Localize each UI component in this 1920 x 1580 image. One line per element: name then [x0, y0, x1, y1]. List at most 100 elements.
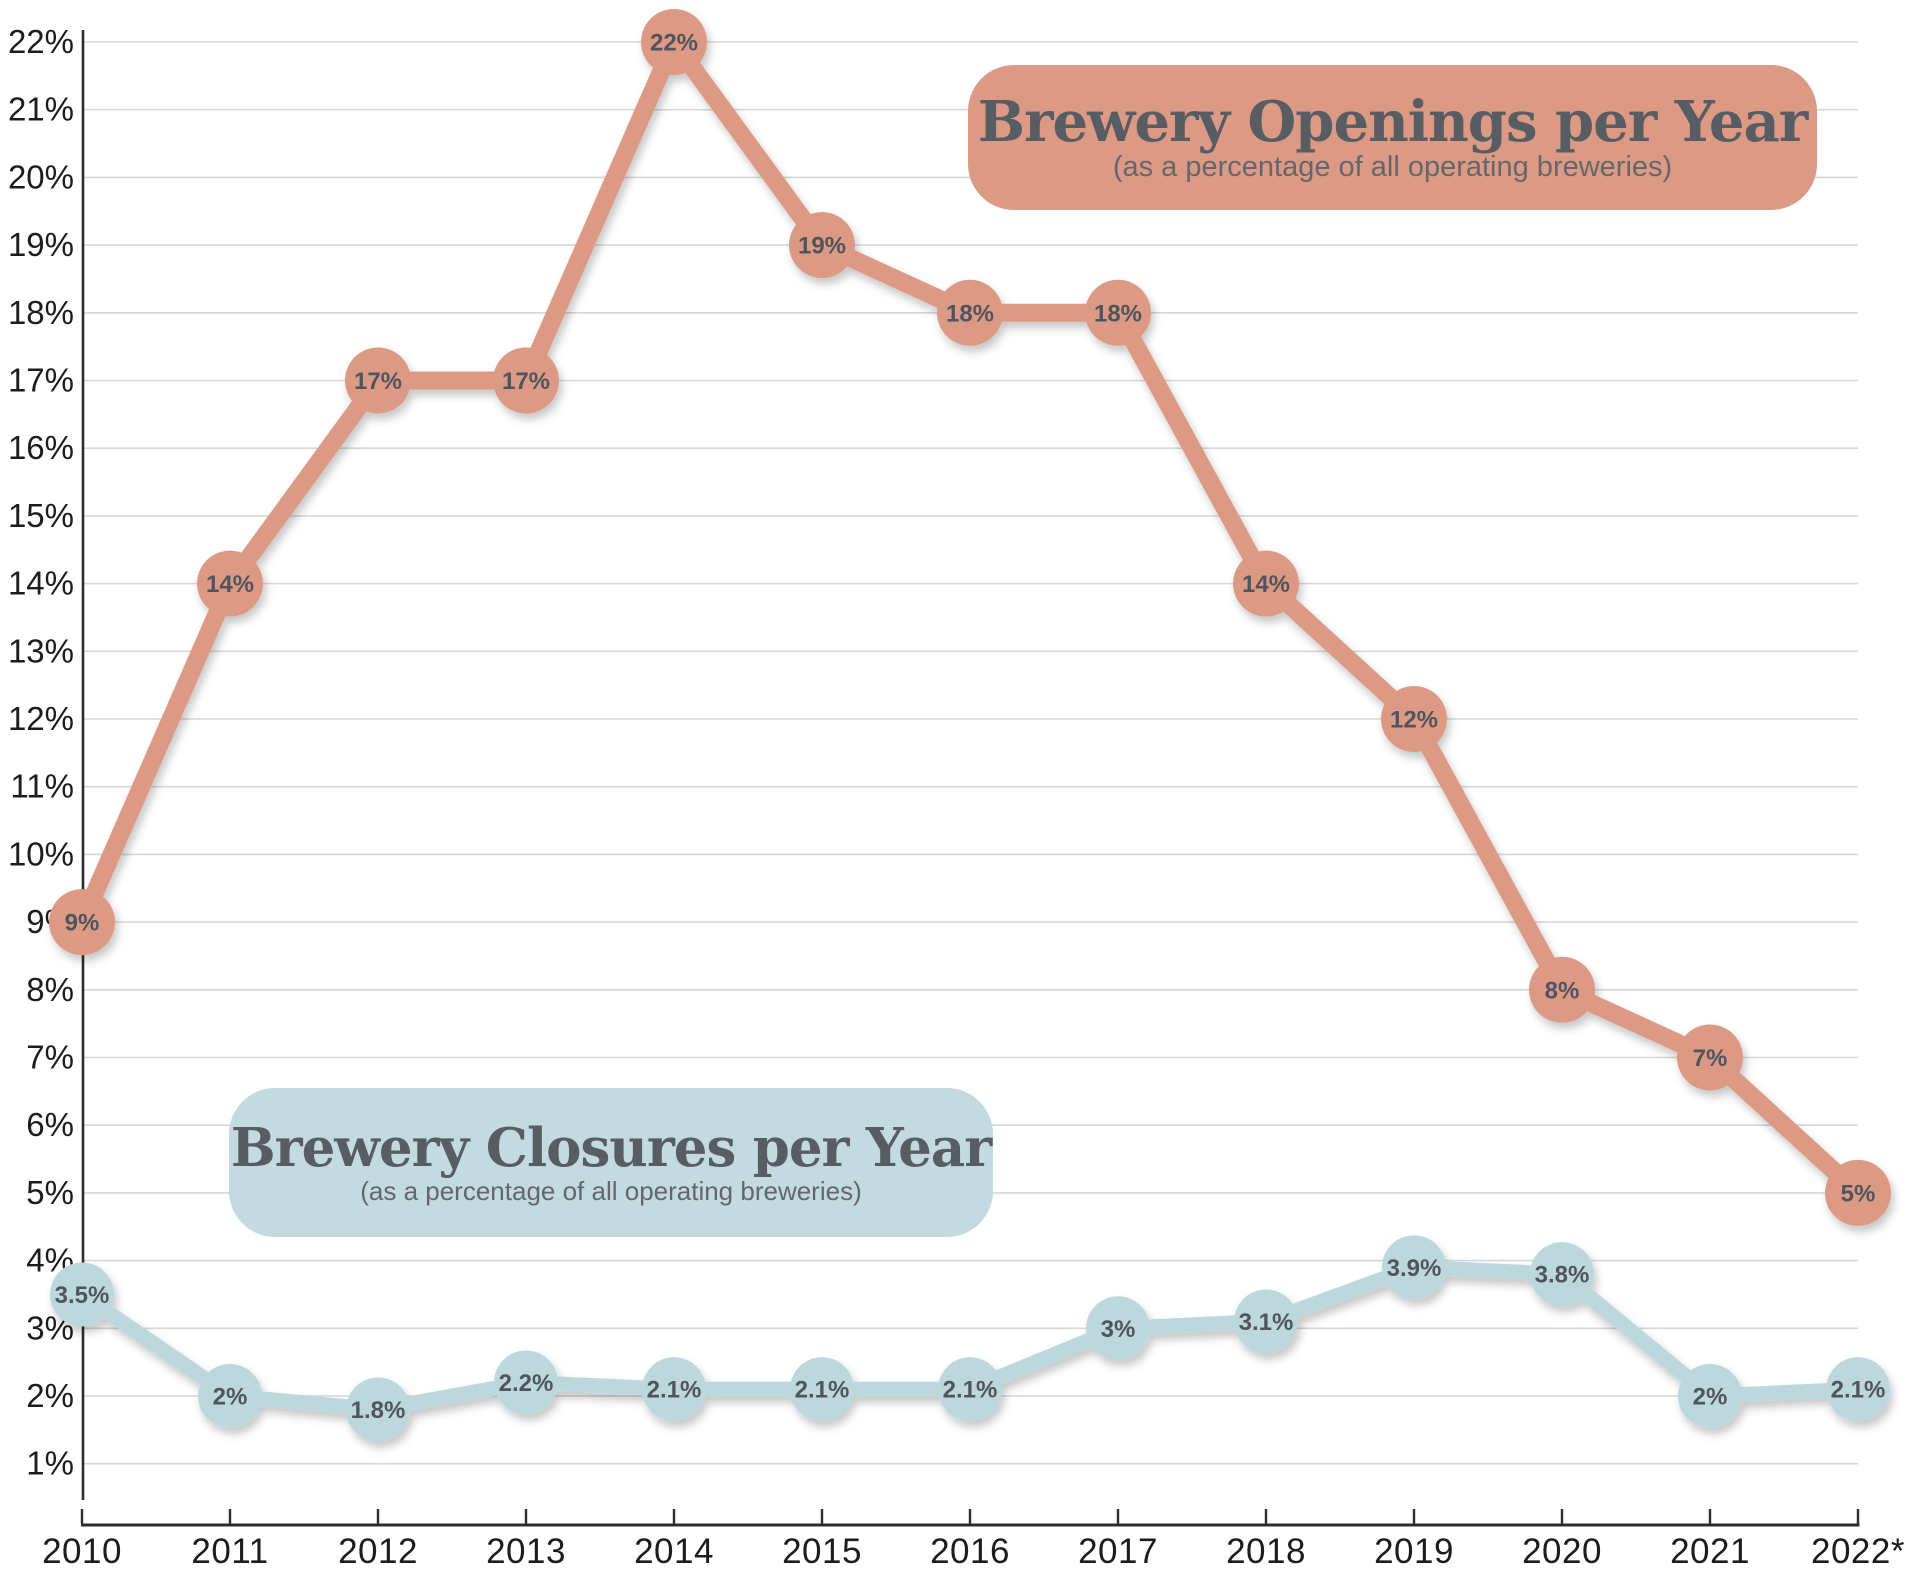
closures-point-label: 2.1% [647, 1377, 702, 1404]
closures-point-label: 2% [213, 1384, 248, 1411]
openings-point [789, 212, 855, 279]
closures-point-label: 3.1% [1239, 1309, 1294, 1336]
openings-point [1233, 550, 1299, 617]
x-tick-label: 2018 [1226, 1532, 1306, 1571]
openings-point [1085, 279, 1151, 346]
y-tick-label: 13% [8, 632, 74, 669]
closures-point-label: 3% [1101, 1316, 1136, 1343]
data-point-labels: 9% 14% 17% 17% 22% 19% 18% 18% 14% 12% 8% 7% 5% 3.5% 2… [55, 30, 1886, 1425]
x-tick-label: 2014 [634, 1532, 714, 1571]
openings-point-label: 9% [65, 910, 100, 937]
closures-point [1382, 1235, 1446, 1300]
gridlines [83, 41, 1858, 1465]
openings-point-label: 18% [1094, 300, 1142, 327]
closures-legend-title: Brewery Closures per Year [230, 1116, 992, 1179]
y-tick-label: 15% [8, 497, 74, 534]
x-tick-label: 2020 [1522, 1532, 1602, 1571]
openings-legend-badge: Brewery Openings per Year (as a percenta… [968, 65, 1817, 210]
closures-point-label: 2.1% [943, 1377, 998, 1404]
closures-point-label: 2.1% [795, 1377, 850, 1404]
openings-point [493, 347, 559, 414]
closures-point [50, 1262, 114, 1327]
x-tick-label: 2022* [1811, 1532, 1905, 1571]
y-axis-tick-labels: 1%2%3%4%5%6%7%8%9%10%11%12%13%14%15%16%1… [8, 23, 74, 1482]
x-tick-label: 2016 [930, 1532, 1010, 1571]
openings-point [1677, 1024, 1743, 1091]
closures-point-label: 1.8% [351, 1397, 406, 1424]
x-axis-tick-labels: 2010 2011 2012 2013 2014 2015 2016 2017 2018 2019… [42, 1532, 1905, 1571]
closures-point [198, 1364, 262, 1428]
y-tick-label: 21% [8, 91, 74, 128]
y-tick-label: 19% [8, 226, 74, 263]
y-tick-label: 10% [8, 835, 74, 872]
x-tick-label: 2012 [338, 1532, 418, 1571]
closures-point [1826, 1357, 1890, 1422]
openings-point [197, 550, 263, 617]
openings-point-label: 14% [206, 571, 254, 598]
openings-point-label: 17% [502, 368, 550, 395]
closures-legend-badge: Brewery Closures per Year (as a percenta… [229, 1088, 993, 1237]
closures-series [50, 1235, 1890, 1442]
openings-point [1529, 956, 1595, 1023]
openings-point-label: 18% [946, 300, 994, 327]
openings-point-label: 22% [650, 30, 698, 57]
openings-legend-subtitle: (as a percentage of all operating brewer… [1112, 150, 1673, 183]
openings-point-label: 8% [1545, 977, 1580, 1004]
openings-line [73, 33, 1867, 1202]
closures-point [1678, 1364, 1742, 1428]
closures-point [642, 1357, 706, 1422]
openings-point [641, 9, 707, 75]
closures-point [790, 1357, 854, 1422]
openings-point [1381, 686, 1447, 752]
x-tick-label: 2011 [191, 1532, 268, 1571]
openings-point-label: 7% [1693, 1045, 1728, 1072]
closures-point [1530, 1242, 1594, 1307]
openings-series [49, 9, 1891, 1226]
closures-point-label: 3.5% [55, 1282, 110, 1309]
y-tick-label: 8% [26, 971, 74, 1008]
x-tick-label: 2013 [486, 1532, 566, 1571]
closures-legend-subtitle: (as a percentage of all operating brewer… [360, 1175, 862, 1206]
openings-point-label: 17% [354, 368, 402, 395]
openings-point [1825, 1159, 1891, 1226]
closures-point [494, 1350, 558, 1415]
y-tick-label: 17% [8, 362, 74, 399]
openings-point-label: 14% [1242, 571, 1290, 598]
closures-point-label: 3.8% [1535, 1262, 1590, 1289]
openings-point-label: 12% [1390, 707, 1438, 734]
y-tick-label: 22% [8, 23, 74, 60]
x-tick-label: 2019 [1374, 1532, 1454, 1571]
closures-point-label: 2% [1693, 1384, 1728, 1411]
y-tick-label: 1% [26, 1445, 74, 1482]
x-tick-label: 2015 [782, 1532, 862, 1571]
y-tick-label: 12% [8, 700, 74, 737]
closures-point [1086, 1296, 1150, 1361]
openings-point-label: 5% [1841, 1180, 1876, 1207]
data-series [49, 9, 1891, 1442]
y-tick-label: 20% [8, 158, 74, 195]
closures-point [1234, 1289, 1298, 1354]
openings-point-label: 19% [798, 233, 846, 260]
closures-point [938, 1357, 1002, 1422]
y-tick-label: 5% [26, 1174, 74, 1211]
y-tick-label: 16% [8, 429, 74, 466]
openings-legend-title: Brewery Openings per Year [977, 88, 1809, 155]
y-tick-label: 6% [26, 1106, 74, 1143]
y-tick-label: 7% [26, 1039, 74, 1076]
y-tick-label: 11% [10, 768, 74, 805]
closures-point [346, 1377, 410, 1442]
y-tick-label: 14% [8, 565, 74, 602]
x-tick-label: 2017 [1078, 1532, 1158, 1571]
y-tick-label: 2% [26, 1377, 74, 1414]
x-tick-label: 2021 [1670, 1532, 1750, 1571]
closures-point-label: 2.1% [1831, 1377, 1886, 1404]
y-tick-label: 18% [8, 294, 74, 331]
axes [80, 30, 1860, 1527]
closures-point-label: 2.2% [499, 1370, 554, 1397]
closures-point-label: 3.9% [1387, 1255, 1442, 1282]
x-tick-label: 2010 [42, 1532, 122, 1571]
openings-point [345, 347, 411, 414]
openings-point [937, 279, 1003, 346]
openings-point [49, 889, 115, 956]
